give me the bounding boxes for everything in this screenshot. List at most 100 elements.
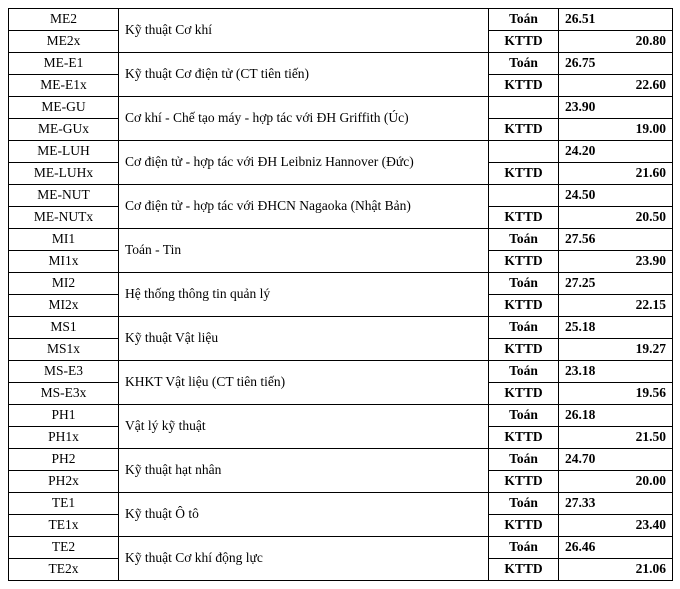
- subject-cell: KTTD: [489, 75, 559, 97]
- program-code: TE2x: [9, 559, 119, 581]
- program-name: Cơ điện tử - hợp tác với ĐH Leibniz Hann…: [119, 141, 489, 185]
- program-code: TE2: [9, 537, 119, 559]
- subject-cell: KTTD: [489, 31, 559, 53]
- subject-cell: KTTD: [489, 383, 559, 405]
- score-cell: 26.51: [559, 9, 673, 31]
- table-body: ME2Kỹ thuật Cơ khíToán26.51ME2xKTTD20.80…: [9, 9, 673, 581]
- score-cell: 26.18: [559, 405, 673, 427]
- score-cell: 25.18: [559, 317, 673, 339]
- program-code: TE1x: [9, 515, 119, 537]
- program-code: PH1: [9, 405, 119, 427]
- program-name: Hệ thống thông tin quản lý: [119, 273, 489, 317]
- subject-cell: Toán: [489, 405, 559, 427]
- score-cell: 23.90: [559, 251, 673, 273]
- table-row: MI2Hệ thống thông tin quản lýToán27.25: [9, 273, 673, 295]
- table-row: MS-E3KHKT Vật liệu (CT tiên tiến)Toán23.…: [9, 361, 673, 383]
- subject-cell: Toán: [489, 53, 559, 75]
- program-name: Vật lý kỹ thuật: [119, 405, 489, 449]
- program-code: ME-NUTx: [9, 207, 119, 229]
- program-name: Kỹ thuật Cơ khí: [119, 9, 489, 53]
- program-code: MI1: [9, 229, 119, 251]
- score-cell: 23.90: [559, 97, 673, 119]
- program-code: ME-E1: [9, 53, 119, 75]
- program-name: Kỹ thuật Cơ khí động lực: [119, 537, 489, 581]
- subject-cell: KTTD: [489, 251, 559, 273]
- subject-cell: Toán: [489, 229, 559, 251]
- program-name: Cơ khí - Chế tạo máy - hợp tác với ĐH Gr…: [119, 97, 489, 141]
- score-cell: 24.50: [559, 185, 673, 207]
- subject-cell: Toán: [489, 537, 559, 559]
- score-cell: 27.56: [559, 229, 673, 251]
- program-code: ME-LUHx: [9, 163, 119, 185]
- subject-cell: KTTD: [489, 207, 559, 229]
- score-cell: 27.33: [559, 493, 673, 515]
- score-cell: 20.00: [559, 471, 673, 493]
- subject-cell: [489, 185, 559, 207]
- program-name: Kỹ thuật Vật liệu: [119, 317, 489, 361]
- table-row: ME-LUHCơ điện tử - hợp tác với ĐH Leibni…: [9, 141, 673, 163]
- score-cell: 26.75: [559, 53, 673, 75]
- program-code: PH1x: [9, 427, 119, 449]
- program-code: ME2x: [9, 31, 119, 53]
- score-cell: 22.15: [559, 295, 673, 317]
- program-code: MS1: [9, 317, 119, 339]
- subject-cell: Toán: [489, 361, 559, 383]
- program-code: MI2x: [9, 295, 119, 317]
- subject-cell: Toán: [489, 449, 559, 471]
- program-code: ME-GUx: [9, 119, 119, 141]
- subject-cell: KTTD: [489, 295, 559, 317]
- program-code: MI2: [9, 273, 119, 295]
- score-cell: 22.60: [559, 75, 673, 97]
- subject-cell: KTTD: [489, 471, 559, 493]
- score-cell: 21.60: [559, 163, 673, 185]
- score-cell: 24.20: [559, 141, 673, 163]
- score-cell: 26.46: [559, 537, 673, 559]
- score-cell: 23.18: [559, 361, 673, 383]
- program-name: Kỹ thuật hạt nhân: [119, 449, 489, 493]
- program-code: ME-LUH: [9, 141, 119, 163]
- table-row: TE1Kỹ thuật Ô tôToán27.33: [9, 493, 673, 515]
- table-row: PH2Kỹ thuật hạt nhânToán24.70: [9, 449, 673, 471]
- table-row: ME-GUCơ khí - Chế tạo máy - hợp tác với …: [9, 97, 673, 119]
- table-row: MS1Kỹ thuật Vật liệuToán25.18: [9, 317, 673, 339]
- program-name: Kỹ thuật Cơ điện tử (CT tiên tiến): [119, 53, 489, 97]
- subject-cell: KTTD: [489, 427, 559, 449]
- program-code: MS-E3: [9, 361, 119, 383]
- program-code: PH2x: [9, 471, 119, 493]
- score-cell: 19.56: [559, 383, 673, 405]
- subject-cell: Toán: [489, 9, 559, 31]
- program-name: Toán - Tin: [119, 229, 489, 273]
- subject-cell: Toán: [489, 493, 559, 515]
- program-name: Cơ điện tử - hợp tác với ĐHCN Nagaoka (N…: [119, 185, 489, 229]
- program-code: MS1x: [9, 339, 119, 361]
- subject-cell: KTTD: [489, 163, 559, 185]
- table-row: ME2Kỹ thuật Cơ khíToán26.51: [9, 9, 673, 31]
- score-cell: 21.50: [559, 427, 673, 449]
- score-cell: 20.80: [559, 31, 673, 53]
- program-code: TE1: [9, 493, 119, 515]
- subject-cell: KTTD: [489, 515, 559, 537]
- score-cell: 20.50: [559, 207, 673, 229]
- admission-score-table: ME2Kỹ thuật Cơ khíToán26.51ME2xKTTD20.80…: [8, 8, 673, 581]
- score-cell: 27.25: [559, 273, 673, 295]
- program-code: ME-GU: [9, 97, 119, 119]
- score-cell: 24.70: [559, 449, 673, 471]
- table-row: ME-E1Kỹ thuật Cơ điện tử (CT tiên tiến)T…: [9, 53, 673, 75]
- score-cell: 23.40: [559, 515, 673, 537]
- score-cell: 19.27: [559, 339, 673, 361]
- subject-cell: KTTD: [489, 339, 559, 361]
- subject-cell: KTTD: [489, 119, 559, 141]
- program-code: ME-E1x: [9, 75, 119, 97]
- subject-cell: KTTD: [489, 559, 559, 581]
- program-name: KHKT Vật liệu (CT tiên tiến): [119, 361, 489, 405]
- table-row: ME-NUTCơ điện tử - hợp tác với ĐHCN Naga…: [9, 185, 673, 207]
- subject-cell: [489, 141, 559, 163]
- program-code: MS-E3x: [9, 383, 119, 405]
- score-cell: 21.06: [559, 559, 673, 581]
- table-row: PH1Vật lý kỹ thuậtToán26.18: [9, 405, 673, 427]
- program-code: PH2: [9, 449, 119, 471]
- table-row: TE2Kỹ thuật Cơ khí động lựcToán26.46: [9, 537, 673, 559]
- program-code: ME-NUT: [9, 185, 119, 207]
- subject-cell: Toán: [489, 317, 559, 339]
- subject-cell: [489, 97, 559, 119]
